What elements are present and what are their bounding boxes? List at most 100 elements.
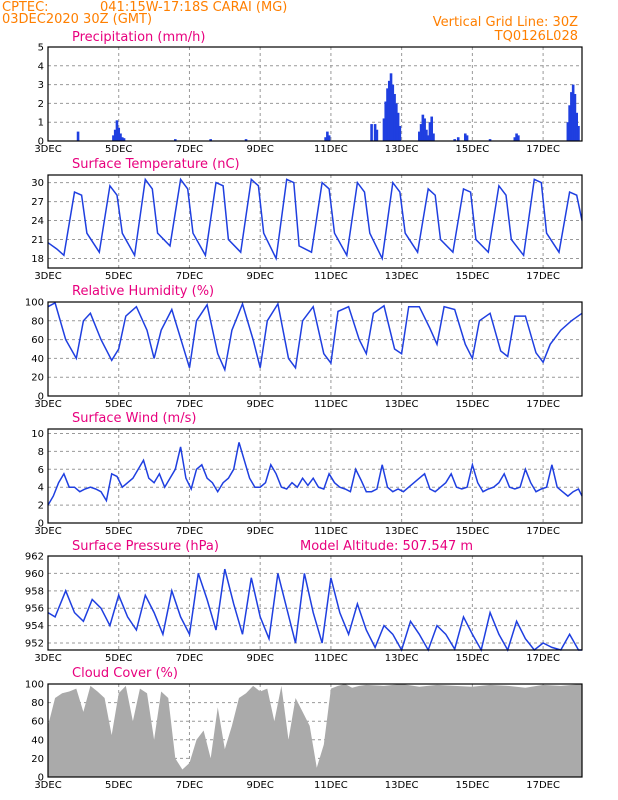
panels: Precipitation (mm/h) 0 1 2 3 4 5 3DEC 5DEC 7DEC 9D… xyxy=(25,30,583,791)
x-tick-label: 3DEC xyxy=(34,399,61,410)
x-tick-label: 17DEC xyxy=(526,780,560,791)
y-tick-label: 40 xyxy=(31,354,44,365)
y-tick-label: 960 xyxy=(25,569,44,580)
y-tick-label: 954 xyxy=(25,621,44,632)
panel-0: Precipitation (mm/h) 0 1 2 3 4 5 3DEC 5DEC 7DEC 9D… xyxy=(34,30,583,155)
x-tick-label: 15DEC xyxy=(456,526,490,537)
header-grid-line: Vertical Grid Line: 30Z xyxy=(433,15,578,30)
x-tick-label: 11DEC xyxy=(314,144,348,155)
x-tick-label: 15DEC xyxy=(456,653,490,664)
y-tick-label: 100 xyxy=(25,298,44,309)
y-tick-label: 80 xyxy=(31,316,44,327)
y-tick-label: 60 xyxy=(31,717,44,728)
header-source: CPTEC: xyxy=(2,0,49,15)
precip-bar xyxy=(117,127,121,141)
x-tick-label: 11DEC xyxy=(314,526,348,537)
precip-bar xyxy=(566,122,570,141)
precip-bar xyxy=(393,94,396,141)
x-tick-label: 15DEC xyxy=(456,780,490,791)
x-tick-label: 9DEC xyxy=(246,271,273,282)
x-tick-label: 5DEC xyxy=(105,399,132,410)
y-tick-label: 4 xyxy=(38,61,44,72)
x-tick-label: 5DEC xyxy=(105,653,132,664)
precip-bar xyxy=(120,137,124,141)
precip-bar xyxy=(515,133,518,141)
precip-bar xyxy=(174,139,177,141)
x-tick-label: 11DEC xyxy=(314,399,348,410)
y-tick-label: 20 xyxy=(31,373,44,384)
precip-bar xyxy=(391,84,395,141)
precip-bar xyxy=(465,135,469,141)
x-tick-label: 9DEC xyxy=(246,780,273,791)
x-tick-label: 9DEC xyxy=(246,526,273,537)
precip-bar xyxy=(113,129,117,141)
x-tick-label: 17DEC xyxy=(526,526,560,537)
header-location: 041:15W-17:18S CARAI (MG) xyxy=(100,0,287,15)
x-tick-label: 13DEC xyxy=(385,780,419,791)
panel-frame xyxy=(47,428,583,524)
x-tick-label: 3DEC xyxy=(34,144,61,155)
y-tick-label: 3 xyxy=(38,80,44,91)
precip-bar xyxy=(573,94,577,141)
y-tick-label: 8 xyxy=(38,447,44,458)
y-tick-label: 0 xyxy=(38,519,44,530)
precip-bar xyxy=(76,131,80,141)
precip-bar xyxy=(426,135,430,141)
x-tick-label: 5DEC xyxy=(105,780,132,791)
series-line xyxy=(47,301,583,373)
y-tick-label: 2 xyxy=(38,99,44,110)
precip-bar xyxy=(373,124,377,141)
precip-bar xyxy=(423,118,426,141)
y-tick-label: 24 xyxy=(31,216,44,227)
y-tick-label: 956 xyxy=(25,604,44,615)
y-tick-label: 5 xyxy=(38,43,44,54)
precip-bar xyxy=(395,103,398,141)
y-tick-label: 4 xyxy=(38,483,44,494)
x-tick-label: 13DEC xyxy=(385,144,419,155)
x-tick-label: 11DEC xyxy=(314,653,348,664)
precip-bar xyxy=(428,122,432,141)
x-tick-label: 9DEC xyxy=(246,399,273,410)
x-tick-label: 7DEC xyxy=(176,144,203,155)
header-model: TQ0126L028 xyxy=(494,29,578,44)
panel-title: Surface Wind (m/s) xyxy=(72,411,196,426)
cloud-area xyxy=(48,684,582,777)
precip-bar xyxy=(327,135,331,141)
panel-annotation: Model Altitude: 507.547 m xyxy=(300,539,473,554)
precip-bar xyxy=(387,80,391,141)
x-tick-label: 3DEC xyxy=(34,271,61,282)
precip-bar xyxy=(375,129,379,141)
y-tick-label: 40 xyxy=(31,735,44,746)
precip-bar xyxy=(571,84,575,141)
y-tick-label: 962 xyxy=(25,552,44,563)
precip-bar xyxy=(488,139,492,141)
x-tick-label: 13DEC xyxy=(385,526,419,537)
panel-title: Surface Pressure (hPa) xyxy=(72,539,219,554)
precip-bar xyxy=(513,137,517,141)
precip-bar xyxy=(570,92,573,141)
precip-bar xyxy=(389,73,393,141)
y-tick-label: 1 xyxy=(38,118,44,129)
precip-bar xyxy=(517,135,520,141)
y-tick-label: 958 xyxy=(25,586,44,597)
precip-bar xyxy=(382,118,386,141)
panel-title: Relative Humidity (%) xyxy=(72,284,214,299)
precip-bar xyxy=(324,137,327,141)
x-tick-label: 13DEC xyxy=(385,271,419,282)
y-tick-label: 0 xyxy=(38,392,44,403)
x-tick-label: 17DEC xyxy=(526,144,560,155)
x-tick-label: 7DEC xyxy=(176,526,203,537)
panel-5: Cloud Cover (%) 0 20 40 60 80 100 3DEC 5DEC 7DEC 9… xyxy=(25,666,583,791)
precip-bar xyxy=(425,129,428,141)
y-tick-label: 100 xyxy=(25,680,44,691)
x-tick-label: 3DEC xyxy=(34,780,61,791)
x-tick-label: 15DEC xyxy=(456,399,490,410)
x-tick-label: 15DEC xyxy=(456,144,490,155)
panel-frame xyxy=(47,555,583,651)
precip-bar xyxy=(577,125,580,141)
header-date: 03DEC2020 30Z (GMT) xyxy=(2,12,152,27)
precip-bar xyxy=(463,133,467,141)
x-tick-label: 7DEC xyxy=(176,780,203,791)
